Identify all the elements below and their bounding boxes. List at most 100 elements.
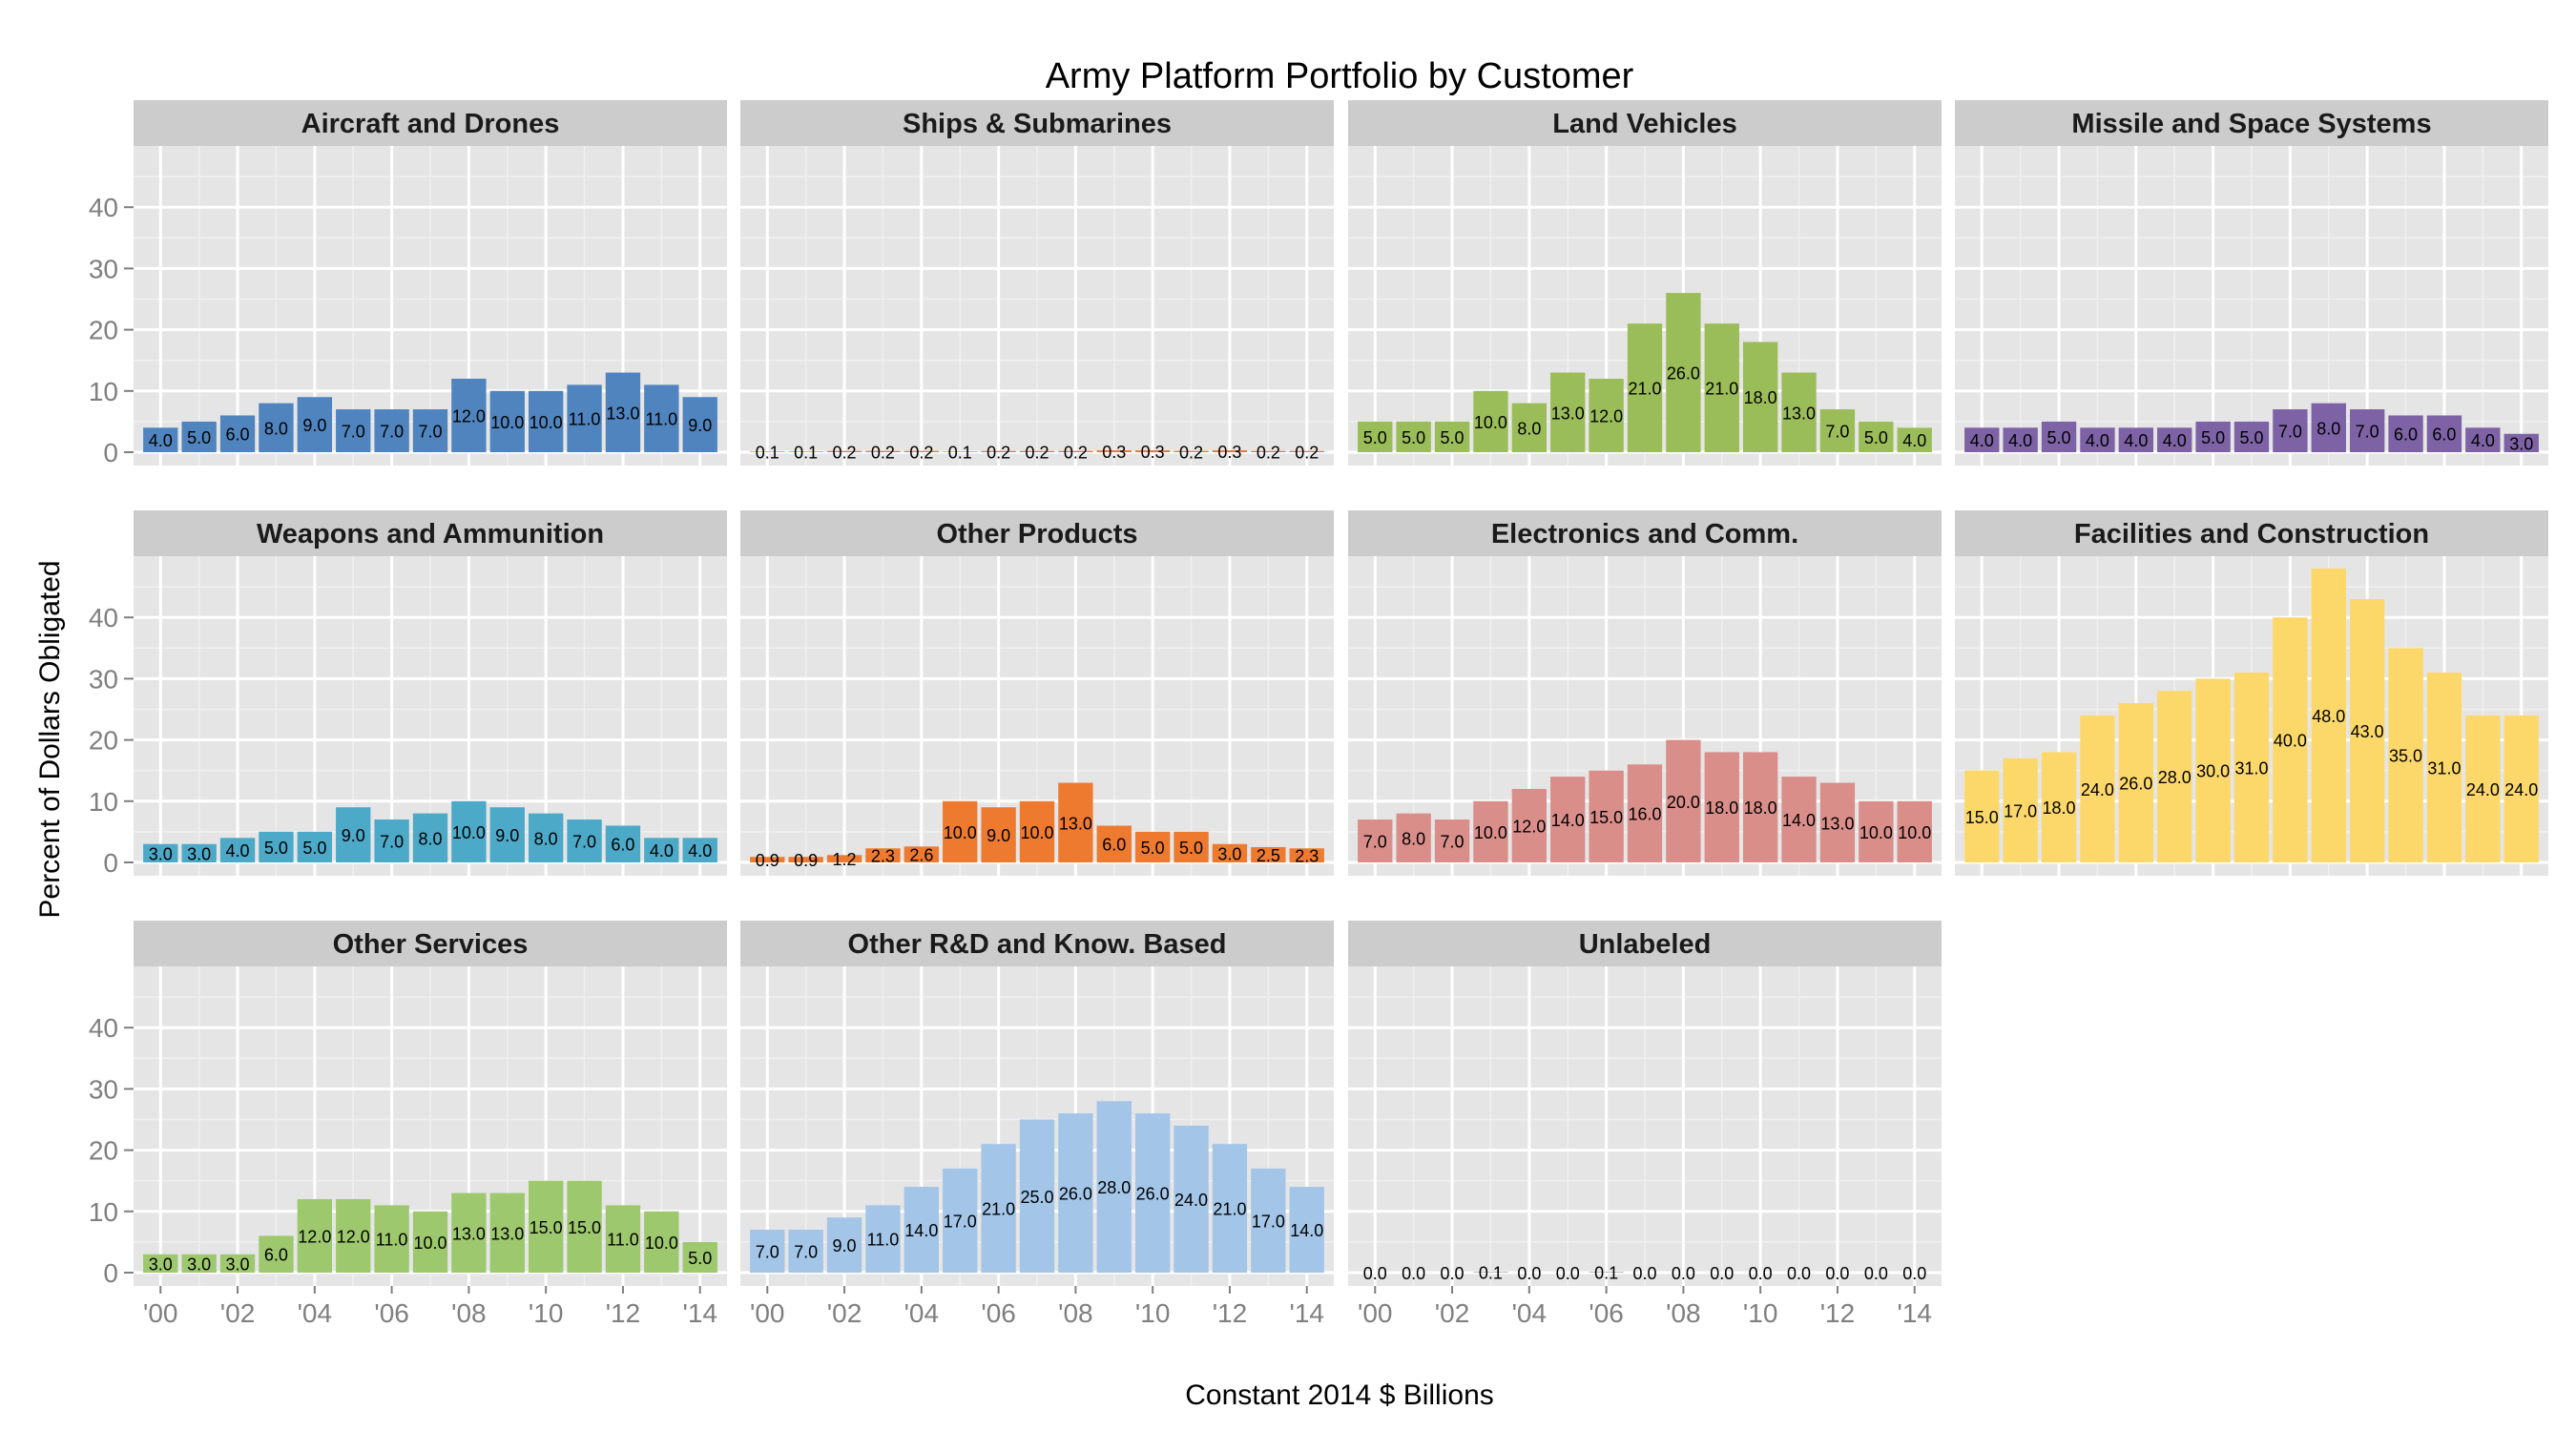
data-label: 6.0 bbox=[2394, 425, 2418, 445]
y-tick-label: 20 bbox=[89, 1136, 118, 1166]
facet-strip bbox=[740, 100, 1334, 146]
data-label: 7.0 bbox=[1441, 833, 1465, 852]
bar bbox=[1964, 427, 2000, 452]
facet-strip bbox=[134, 100, 727, 146]
bar bbox=[2388, 648, 2423, 862]
bar bbox=[1096, 450, 1132, 452]
data-label: 3.0 bbox=[149, 1255, 173, 1274]
bar bbox=[412, 813, 448, 862]
data-label: 5.0 bbox=[1141, 839, 1165, 858]
y-tick-label: 0 bbox=[103, 1258, 118, 1288]
data-label: 0.2 bbox=[987, 443, 1010, 462]
data-label: 10.0 bbox=[530, 413, 563, 432]
data-label: 2.3 bbox=[1295, 847, 1319, 866]
bar bbox=[2503, 715, 2539, 862]
bar bbox=[943, 451, 978, 452]
data-label: 31.0 bbox=[2234, 758, 2268, 778]
y-tick-label: 0 bbox=[103, 438, 118, 467]
data-label: 13.0 bbox=[1551, 404, 1585, 423]
data-label: 10.0 bbox=[1898, 823, 1931, 842]
data-label: 10.0 bbox=[1859, 823, 1893, 842]
bar bbox=[1096, 825, 1132, 862]
data-label: 0.1 bbox=[794, 444, 818, 463]
bar bbox=[1589, 378, 1624, 452]
facet-panel: Ships & Submarines 0.1 0.1 0.2 0.2 0.2 0.1 0.2 0… bbox=[740, 100, 1334, 466]
bar bbox=[1134, 831, 1171, 862]
bar bbox=[2233, 672, 2270, 862]
bar bbox=[259, 403, 294, 452]
data-label: 10.0 bbox=[413, 1234, 447, 1253]
facet-panels: Aircraft and Drones 4.0 5.0 6.0 8.0 9.0 7.0 7.0… bbox=[89, 100, 2548, 1328]
y-tick-label: 30 bbox=[89, 254, 118, 283]
bar bbox=[1819, 782, 1856, 862]
facet-strip bbox=[1348, 921, 1942, 966]
data-label: 3.0 bbox=[226, 1255, 250, 1274]
data-label: 5.0 bbox=[1402, 428, 1425, 447]
data-label: 11.0 bbox=[569, 410, 601, 429]
data-label: 10.0 bbox=[944, 823, 977, 842]
bar bbox=[2041, 752, 2077, 862]
bar bbox=[143, 1254, 178, 1273]
data-label: 9.0 bbox=[987, 826, 1010, 845]
data-label: 9.0 bbox=[688, 416, 712, 435]
bar bbox=[1781, 777, 1817, 862]
bar bbox=[1897, 427, 1932, 452]
data-label: 2.5 bbox=[1257, 846, 1280, 865]
bar bbox=[451, 1192, 487, 1273]
bar bbox=[605, 825, 641, 862]
bar bbox=[1511, 788, 1548, 862]
bar bbox=[1627, 764, 1663, 862]
bar bbox=[865, 1205, 901, 1273]
data-label: 4.0 bbox=[1902, 431, 1926, 450]
data-label: 7.0 bbox=[1825, 423, 1849, 442]
bar bbox=[143, 427, 178, 452]
x-tick-label: '06 bbox=[374, 1298, 409, 1328]
data-label: 7.0 bbox=[572, 833, 596, 852]
bar bbox=[567, 1180, 602, 1273]
data-label: 0.0 bbox=[1864, 1264, 1888, 1283]
facet-strip bbox=[740, 921, 1334, 966]
data-label: 0.2 bbox=[909, 443, 933, 462]
data-label: 17.0 bbox=[944, 1212, 977, 1231]
bar bbox=[1358, 819, 1393, 862]
x-tick-label: '00 bbox=[1358, 1298, 1393, 1328]
x-tick-label: '06 bbox=[1589, 1298, 1624, 1328]
bar bbox=[1627, 323, 1663, 452]
bar bbox=[1058, 450, 1093, 452]
bar bbox=[1251, 1168, 1286, 1273]
bar bbox=[374, 409, 409, 452]
bar bbox=[1434, 421, 1470, 452]
facet-panel: Other Services 3.0 3.0 3.0 6.0 12.0 12.0 11.0 10… bbox=[89, 921, 727, 1328]
data-label: 0.9 bbox=[756, 851, 779, 870]
data-label: 4.0 bbox=[149, 431, 173, 450]
data-label: 8.0 bbox=[1517, 419, 1541, 438]
data-label: 18.0 bbox=[1705, 798, 1738, 818]
data-label: 0.0 bbox=[1902, 1264, 1926, 1283]
bar bbox=[2003, 427, 2038, 452]
data-label: 17.0 bbox=[2004, 801, 2037, 820]
data-label: 11.0 bbox=[607, 1231, 639, 1250]
data-label: 21.0 bbox=[982, 1200, 1015, 1219]
data-label: 8.0 bbox=[264, 419, 288, 438]
bar bbox=[826, 855, 862, 862]
data-label: 0.0 bbox=[1402, 1264, 1425, 1283]
y-tick-label: 20 bbox=[89, 316, 118, 345]
facet-strip-label: Electronics and Comm. bbox=[1491, 519, 1798, 550]
data-label: 0.3 bbox=[1102, 443, 1126, 462]
bar bbox=[297, 397, 333, 452]
data-label: 2.3 bbox=[871, 847, 895, 866]
data-label: 0.2 bbox=[1257, 443, 1280, 462]
data-label: 48.0 bbox=[2312, 707, 2345, 726]
bar bbox=[336, 409, 371, 452]
bar bbox=[904, 846, 940, 862]
x-tick-label: '02 bbox=[220, 1298, 256, 1328]
data-label: 12.0 bbox=[337, 1227, 370, 1246]
bar bbox=[1174, 450, 1209, 452]
data-label: 14.0 bbox=[1782, 811, 1816, 830]
x-tick-label: '14 bbox=[682, 1298, 717, 1328]
data-label: 4.0 bbox=[2471, 431, 2495, 450]
data-label: 7.0 bbox=[756, 1243, 779, 1262]
data-label: 21.0 bbox=[1628, 380, 1661, 399]
bar bbox=[2311, 403, 2346, 452]
